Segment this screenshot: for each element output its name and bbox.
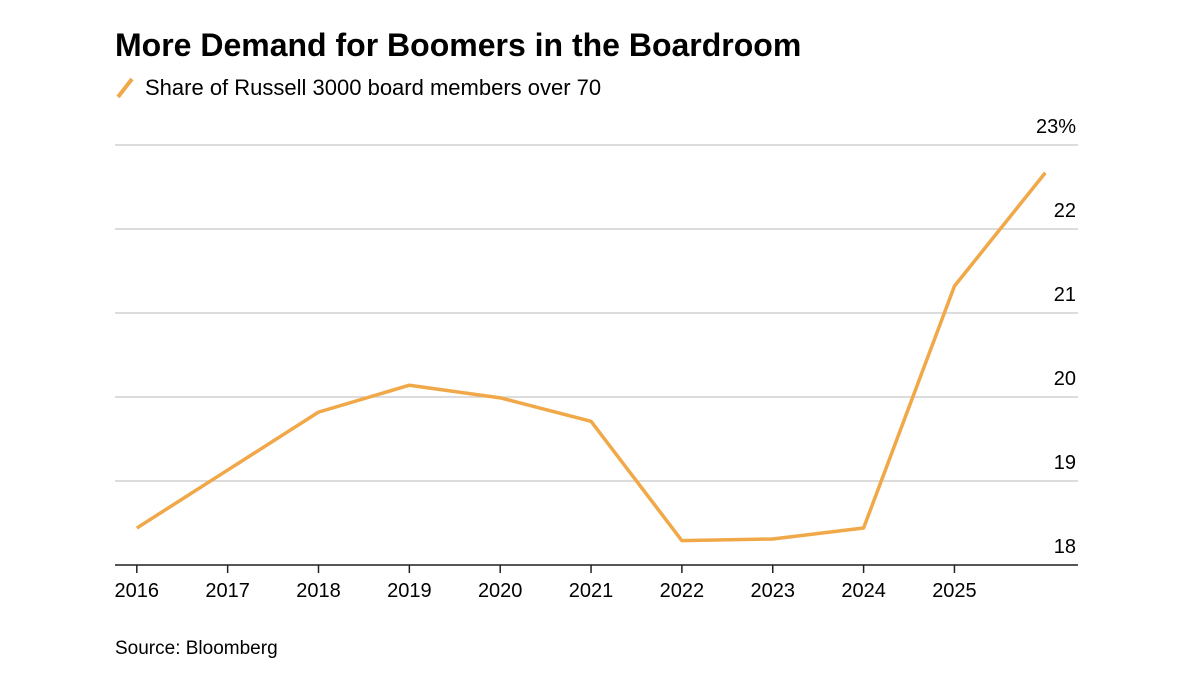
x-tick-label: 2023 (750, 580, 795, 602)
legend-icon (116, 77, 134, 99)
x-tick-label: 2025 (932, 580, 977, 602)
y-tick-label: 18 (1054, 536, 1076, 558)
x-tick-label: 2018 (296, 580, 341, 602)
y-tick-label: 20 (1054, 368, 1076, 390)
x-tick-label: 2017 (205, 580, 250, 602)
data-line (135, 171, 1047, 543)
y-tick-label: 21 (1054, 284, 1076, 306)
legend-label: Share of Russell 3000 board members over… (145, 75, 601, 100)
x-tick-label: 2022 (660, 580, 705, 602)
x-tick-label: 2021 (569, 580, 614, 602)
y-tick-label: 22 (1054, 200, 1076, 222)
x-tick-label: 2024 (841, 580, 886, 602)
y-tick-label: 23% (1036, 116, 1076, 138)
y-tick-label: 19 (1054, 452, 1076, 474)
source: Source: Bloomberg (115, 638, 278, 659)
chart-title: More Demand for Boomers in the Boardroom (115, 27, 801, 63)
x-tick-label: 2016 (115, 580, 160, 602)
x-tick-label: 2019 (387, 580, 432, 602)
x-tick-label: 2020 (478, 580, 523, 602)
